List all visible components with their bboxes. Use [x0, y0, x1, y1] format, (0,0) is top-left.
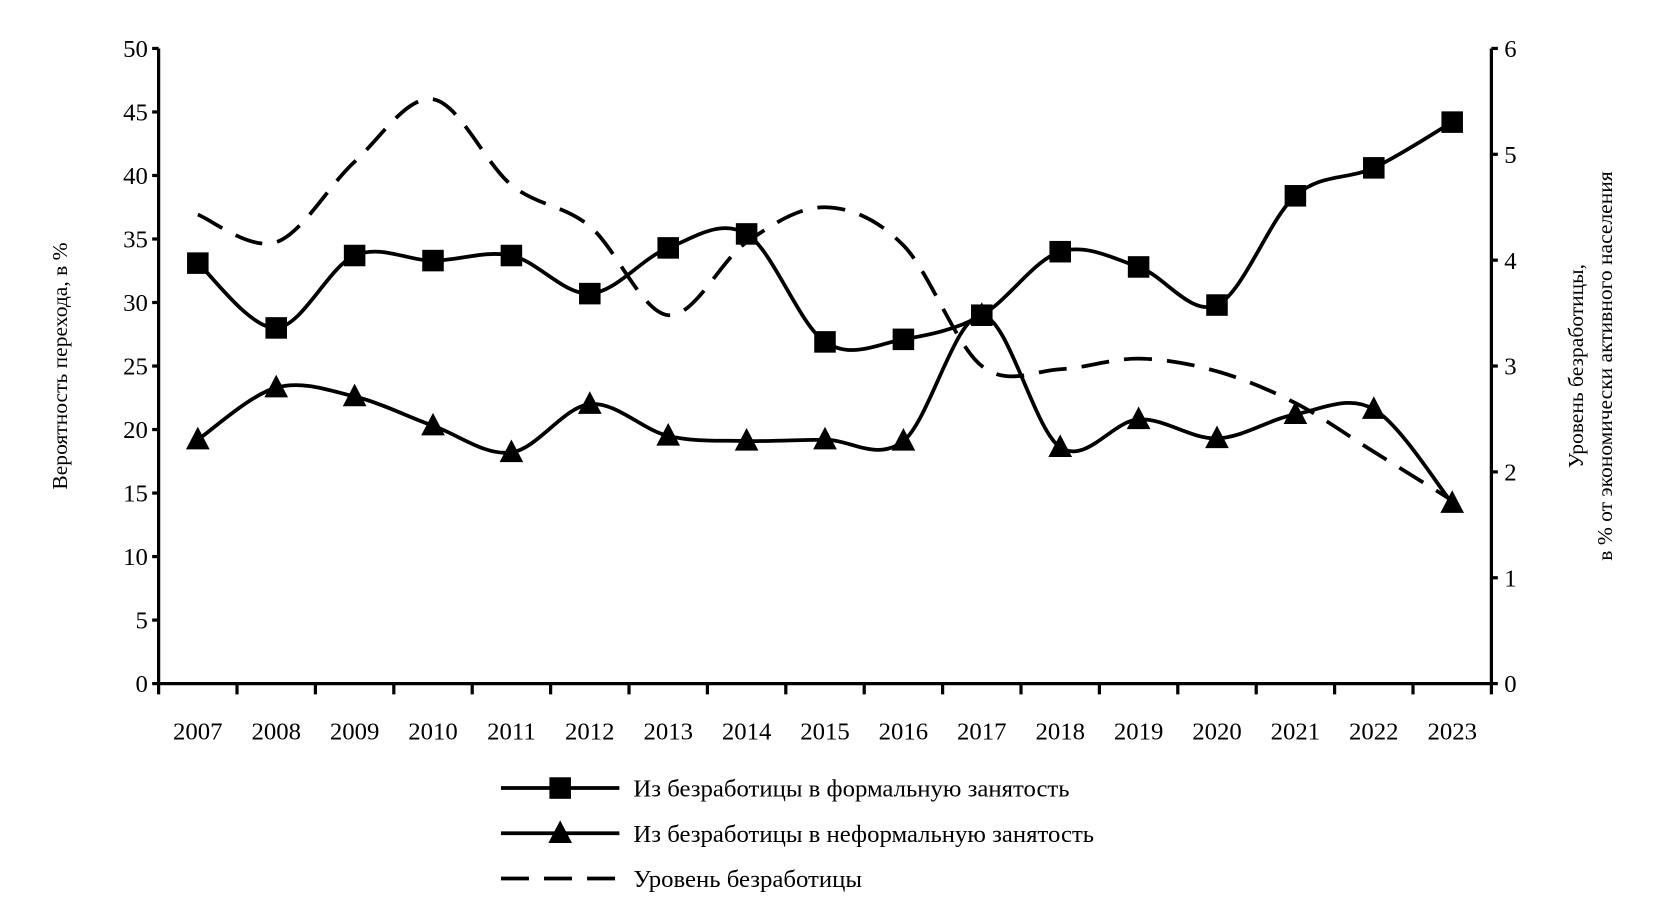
- legend-item: Из безработицы в формальную занятость: [500, 776, 1070, 803]
- legend-label: Уровень безработицы: [633, 866, 862, 893]
- x-tick-label: 2013: [643, 719, 692, 746]
- data-point: [1206, 294, 1228, 316]
- x-tick-label: 2010: [408, 719, 458, 746]
- y-axis-label-right-line2: в % от экономически активного населения: [1593, 171, 1617, 560]
- data-point: [813, 426, 837, 450]
- series-line: [196, 313, 1454, 505]
- data-point: [185, 426, 210, 450]
- series-1: [187, 111, 1463, 353]
- y-tick-label-right: 3: [1504, 354, 1516, 381]
- data-point: [1363, 157, 1385, 179]
- data-point: [814, 331, 836, 353]
- legend-item: Из безработицы в неформальную занятость: [500, 820, 1094, 848]
- data-point: [187, 252, 209, 274]
- x-tick-label: 2014: [722, 719, 771, 746]
- y-axis-label-left: Вероятность перехода, в %: [48, 242, 72, 489]
- x-tick-label: 2009: [330, 719, 380, 746]
- legend: Из безработицы в формальную занятость Из …: [500, 776, 1094, 893]
- data-point: [499, 439, 524, 463]
- y-tick-label-left: 10: [123, 544, 148, 571]
- data-point: [577, 391, 602, 414]
- x-tick-label: 2019: [1114, 719, 1164, 746]
- data-point: [422, 249, 444, 272]
- data-point: [421, 412, 445, 436]
- x-tick-label: 2008: [251, 719, 300, 746]
- data-point: [734, 428, 759, 451]
- legend-marker: [549, 777, 571, 799]
- x-tick-label: 2022: [1349, 719, 1399, 746]
- y-tick-label-left: 40: [123, 163, 148, 190]
- y-tick-label-left: 20: [123, 417, 148, 444]
- y-tick-label-right: 5: [1504, 142, 1516, 169]
- y-tick-label-right: 4: [1504, 248, 1516, 275]
- x-tick-label: 2016: [879, 719, 929, 746]
- y-axis-label-right-line1: Уровень безработицы,: [1564, 264, 1588, 468]
- data-point: [343, 244, 366, 267]
- y-tick-label-left: 25: [123, 354, 148, 381]
- y-tick-label-left: 50: [123, 36, 148, 63]
- legend-label: Из безработицы в неформальную занятость: [633, 821, 1094, 848]
- data-point: [892, 328, 915, 351]
- data-point: [342, 383, 367, 407]
- series-line: [196, 120, 1454, 352]
- x-tick-label: 2020: [1192, 719, 1242, 746]
- data-point: [264, 374, 289, 398]
- x-tick-label: 2011: [487, 719, 536, 746]
- data-point: [1127, 256, 1150, 278]
- data-point: [1284, 185, 1307, 207]
- data-point: [1441, 111, 1463, 133]
- y-tick-label-left: 30: [123, 290, 148, 317]
- x-tick-label: 2021: [1271, 719, 1321, 746]
- y-tick-label-left: 0: [135, 671, 147, 698]
- data-point: [500, 244, 523, 267]
- y-tick-label-right: 6: [1504, 36, 1516, 63]
- x-tick-label: 2017: [957, 719, 1007, 746]
- data-point: [1126, 406, 1151, 430]
- data-point: [656, 422, 681, 446]
- data-point: [1048, 434, 1073, 458]
- legend-marker: [548, 820, 573, 843]
- legend-label: Из безработицы в формальную занятость: [633, 776, 1069, 803]
- x-tick-label: 2015: [800, 719, 850, 746]
- x-tick-label: 2023: [1427, 719, 1477, 746]
- data-point: [1205, 425, 1229, 449]
- x-tick-label: 2018: [1035, 719, 1084, 746]
- data-point: [657, 237, 679, 259]
- data-point: [579, 282, 601, 305]
- data-point: [1283, 401, 1308, 424]
- legend-item: Уровень безработицы: [500, 866, 862, 893]
- x-tick-label: 2012: [565, 719, 614, 746]
- data-point: [1361, 396, 1386, 419]
- y-tick-label-left: 15: [123, 481, 148, 508]
- y-tick-label-right: 2: [1504, 460, 1516, 487]
- y-tick-label-right: 0: [1504, 671, 1516, 698]
- series-group: [185, 97, 1465, 513]
- y-tick-label-left: 35: [123, 227, 148, 254]
- series-3: [197, 97, 1454, 503]
- y-tick-label-left: 45: [123, 100, 148, 127]
- data-point: [969, 302, 994, 325]
- data-point: [265, 317, 287, 339]
- y-tick-label-right: 1: [1504, 565, 1516, 592]
- data-point: [1049, 240, 1071, 263]
- y-tick-label-left: 5: [135, 608, 147, 635]
- data-point: [891, 428, 916, 451]
- x-tick-label: 2007: [173, 719, 223, 746]
- series-line: [197, 97, 1454, 503]
- series-2: [185, 302, 1465, 513]
- data-point: [1440, 490, 1465, 513]
